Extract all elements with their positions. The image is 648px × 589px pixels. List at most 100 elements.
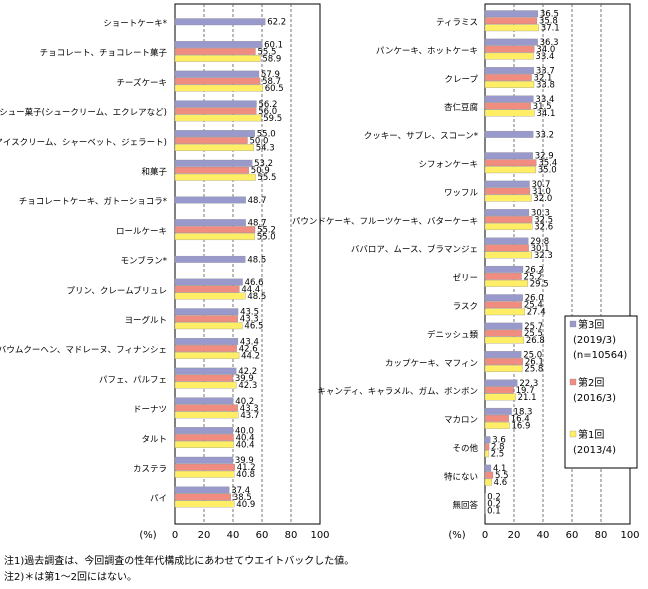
legend-label: 第3回 [578, 318, 604, 331]
bar [175, 71, 259, 78]
x-tick-label: 80 [595, 530, 608, 541]
data-label: 35.0 [538, 166, 557, 176]
data-label: 32.3 [534, 251, 553, 261]
category-label: その他 [452, 443, 478, 454]
data-label: 46.5 [244, 322, 263, 332]
bar [175, 115, 261, 122]
bar [175, 48, 255, 55]
legend-label: 第1回 [578, 428, 604, 441]
bar [485, 245, 529, 252]
bar [175, 398, 233, 405]
data-label: 21.1 [518, 393, 537, 403]
category-label: パフェ、パルフェ [99, 375, 167, 385]
legend-label: 第2回 [578, 376, 604, 389]
category-label: マカロン [444, 416, 478, 426]
legend-sub: (2019/3) [573, 335, 616, 346]
bar [175, 464, 235, 471]
data-label: 16.9 [512, 421, 531, 431]
bar [175, 471, 234, 478]
bar [175, 494, 231, 501]
bar [485, 465, 491, 472]
bar [485, 167, 536, 174]
bar [175, 412, 238, 419]
bar [175, 286, 239, 293]
bar [175, 137, 248, 144]
bar [175, 167, 249, 174]
data-label: 33.8 [536, 81, 555, 91]
bar [485, 18, 537, 25]
legend-sub: (2016/3) [573, 393, 616, 404]
bar [485, 295, 523, 302]
bar [175, 309, 238, 316]
category-label: 杏仁豆腐 [444, 102, 479, 113]
data-label: 33.4 [535, 52, 554, 62]
bar [175, 101, 256, 108]
legend-sub: (2013/4) [573, 445, 616, 456]
bar [485, 209, 529, 216]
data-label: 48.7 [248, 196, 267, 206]
category-label: チョコレート、チョコレート菓子 [40, 48, 168, 59]
data-label: 55.5 [257, 173, 276, 183]
data-label: 55.0 [257, 233, 276, 243]
bar [175, 78, 260, 85]
category-label: チーズケーキ [116, 77, 167, 88]
bar [485, 188, 530, 195]
bar [485, 181, 530, 188]
category-label: シフォンケーキ [418, 160, 478, 170]
bar [175, 382, 236, 389]
bar [485, 309, 525, 316]
category-label: ゼリー [452, 273, 478, 284]
legend-swatch [570, 379, 576, 385]
category-label: パウンドケーキ、フルーツケーキ、バターケーキ [292, 217, 478, 227]
x-tick-label: 40 [227, 530, 240, 541]
bar [175, 441, 234, 448]
bar [175, 55, 260, 62]
data-label: 32.6 [534, 223, 553, 233]
data-label: 2.5 [491, 450, 505, 460]
bar [485, 53, 533, 60]
bar [485, 81, 534, 88]
bar [485, 351, 521, 358]
bar [485, 472, 493, 479]
data-label: 26.8 [526, 336, 545, 346]
bar [485, 67, 534, 74]
bar [175, 85, 263, 92]
bar [485, 266, 523, 273]
bar [485, 302, 522, 309]
bar [175, 279, 243, 286]
bar [485, 330, 522, 337]
category-label: デニッシュ類 [427, 329, 479, 340]
bar [175, 345, 237, 352]
footnote-2: 注2)＊は第1～2回にはない。 [4, 568, 137, 583]
legend-n: (n=10564) [573, 350, 627, 361]
category-label: チョコレートケーキ、ガトーショコラ* [19, 196, 167, 207]
data-label: 0.1 [487, 507, 501, 517]
bar [485, 451, 489, 458]
bar [485, 387, 514, 394]
bar [175, 233, 255, 240]
category-label: プリン、クレームブリュレ [66, 285, 167, 296]
category-label: クッキー、サブレ、スコーン* [364, 131, 478, 142]
x-tick-label: 100 [310, 530, 329, 541]
bar [485, 25, 539, 32]
category-label: カステラ [133, 465, 167, 475]
data-label: 34.1 [536, 109, 555, 119]
bar [175, 434, 234, 441]
bar [175, 487, 229, 494]
bar [485, 280, 528, 287]
bar [485, 273, 522, 280]
bar [175, 144, 254, 151]
bar [485, 160, 536, 167]
category-label: ティラミス [436, 18, 478, 28]
bar [485, 238, 528, 245]
bar [175, 197, 246, 204]
bar [485, 252, 532, 259]
bar [485, 153, 533, 160]
bar [485, 479, 492, 486]
bar [485, 323, 522, 330]
bar [485, 223, 532, 230]
unit-label: (%) [448, 530, 465, 541]
bar [175, 457, 233, 464]
data-label: 42.3 [238, 381, 257, 391]
